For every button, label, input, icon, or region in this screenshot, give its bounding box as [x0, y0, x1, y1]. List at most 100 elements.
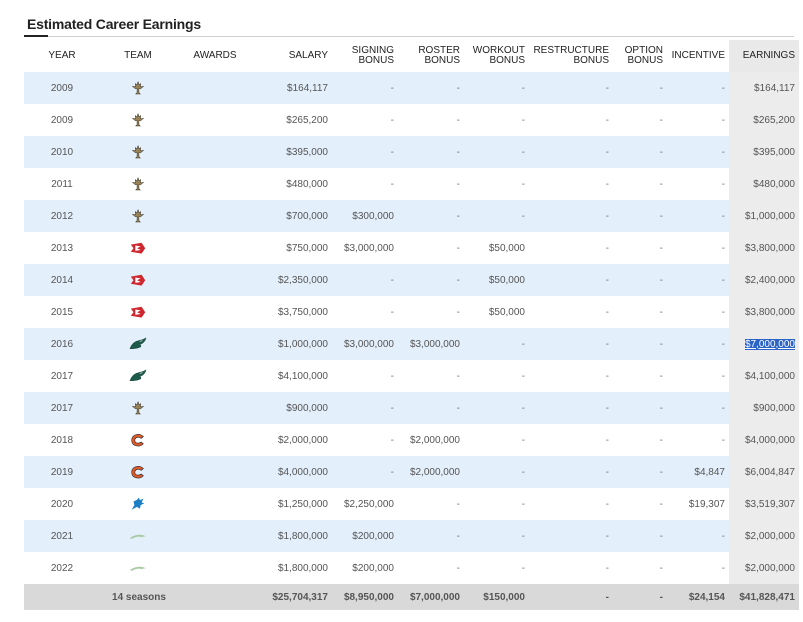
saints-logo-icon[interactable]: [129, 209, 147, 223]
cell-year: 2021: [24, 520, 100, 552]
bears-logo-icon[interactable]: [129, 433, 147, 447]
table-row: 2009 $164,117- - - - - - $164,117: [24, 72, 799, 104]
cell-workout: -: [464, 136, 529, 168]
cell-earnings: $3,800,000: [729, 296, 799, 328]
earnings-value: $3,800,000: [744, 242, 795, 254]
cell-option: -: [613, 264, 667, 296]
cell-awards: [176, 296, 254, 328]
cell-team: [100, 296, 176, 328]
col-header-label: RESTRUCTURE: [533, 45, 609, 56]
col-header-label: BONUS: [573, 55, 609, 66]
col-header-earnings[interactable]: EARNINGS: [729, 40, 799, 72]
lions-logo-icon[interactable]: [129, 497, 147, 511]
cell-restructure: -: [529, 552, 613, 584]
earnings-value: $6,004,847: [744, 466, 795, 478]
cell-earnings: $2,400,000: [729, 264, 799, 296]
cell-salary: $480,000: [254, 168, 332, 200]
cell-team: [100, 424, 176, 456]
cell-workout: -: [464, 200, 529, 232]
saints-logo-icon[interactable]: [129, 401, 147, 415]
cell-signing: -: [332, 168, 398, 200]
cell-workout: -: [464, 520, 529, 552]
cell-restructure: -: [529, 392, 613, 424]
cell-signing: $200,000: [332, 552, 398, 584]
col-header-roster-bonus[interactable]: ROSTER BONUS: [398, 40, 464, 72]
saints-logo-icon[interactable]: [129, 145, 147, 159]
col-header-year[interactable]: YEAR: [48, 50, 76, 61]
totals-option-bonus: -: [613, 584, 667, 610]
col-header-awards[interactable]: AWARDS: [193, 50, 237, 61]
chargers-logo-icon[interactable]: [129, 561, 147, 575]
table-row: 2021 $1,800,000 $200,000- - - - - $2,000,000: [24, 520, 799, 552]
cell-option: -: [613, 520, 667, 552]
col-header-signing-bonus[interactable]: SIGNING BONUS: [332, 40, 398, 72]
cell-earnings: $2,000,000: [729, 552, 799, 584]
cell-awards: [176, 328, 254, 360]
cell-roster: -: [398, 392, 464, 424]
cell-salary: $4,100,000: [254, 360, 332, 392]
col-header-label: SIGNING: [351, 45, 394, 56]
cell-restructure: -: [529, 72, 613, 104]
table-header-row: YEAR TEAM AWARDS SALARY SIGNING BONUS RO…: [24, 40, 799, 72]
col-header-team[interactable]: TEAM: [124, 50, 152, 61]
cell-incentive: -: [667, 232, 729, 264]
saints-logo-icon[interactable]: [129, 113, 147, 127]
cell-incentive: -: [667, 136, 729, 168]
cell-incentive: -: [667, 360, 729, 392]
saints-logo-icon[interactable]: [129, 81, 147, 95]
col-header-option-bonus[interactable]: OPTION BONUS: [613, 40, 667, 72]
earnings-value: $395,000: [753, 146, 795, 158]
cell-workout: -: [464, 72, 529, 104]
cell-earnings: $1,000,000: [729, 200, 799, 232]
bears-logo-icon[interactable]: [129, 465, 147, 479]
cell-team: [100, 104, 176, 136]
totals-row: 14 seasons $25,704,317 $8,950,000 $7,000…: [24, 584, 799, 610]
cell-workout: $50,000: [464, 232, 529, 264]
earnings-value: $4,000,000: [744, 434, 795, 446]
cell-year: 2020: [24, 488, 100, 520]
cell-option: -: [613, 488, 667, 520]
cell-awards: [176, 104, 254, 136]
cell-roster: -: [398, 200, 464, 232]
totals-restructure-bonus: -: [529, 584, 613, 610]
table-row: 2017 $4,100,000- - - - - - $4,100,000: [24, 360, 799, 392]
cell-restructure: -: [529, 520, 613, 552]
saints-logo-icon[interactable]: [129, 177, 147, 191]
title-accent-underline: [24, 35, 48, 37]
cell-year: 2010: [24, 136, 100, 168]
cell-roster: -: [398, 264, 464, 296]
col-header-workout-bonus[interactable]: WORKOUT BONUS: [464, 40, 529, 72]
eagles-logo-icon[interactable]: [129, 369, 147, 383]
chiefs-logo-icon[interactable]: [129, 241, 147, 255]
earnings-value: $4,100,000: [744, 370, 795, 382]
cell-team: [100, 456, 176, 488]
cell-year: 2009: [24, 72, 100, 104]
totals-roster-bonus: $7,000,000: [398, 584, 464, 610]
cell-earnings: $3,800,000: [729, 232, 799, 264]
cell-workout: $50,000: [464, 264, 529, 296]
cell-salary: $395,000: [254, 136, 332, 168]
cell-team: [100, 72, 176, 104]
col-header-salary[interactable]: SALARY: [288, 50, 328, 61]
cell-awards: [176, 72, 254, 104]
cell-option: -: [613, 296, 667, 328]
chargers-logo-icon[interactable]: [129, 529, 147, 543]
col-header-incentive[interactable]: INCENTIVE: [671, 50, 725, 61]
eagles-logo-icon[interactable]: [129, 337, 147, 351]
col-header-restructure-bonus[interactable]: RESTRUCTURE BONUS: [529, 40, 613, 72]
cell-salary: $1,800,000: [254, 552, 332, 584]
cell-year: 2017: [24, 392, 100, 424]
col-header-label: ROSTER: [418, 45, 460, 56]
cell-salary: $3,750,000: [254, 296, 332, 328]
table-row: 2016 $1,000,000 $3,000,000 $3,000,000- - - - $7…: [24, 328, 799, 360]
cell-incentive: -: [667, 104, 729, 136]
table-row: 2009 $265,200- - - - - - $265,200: [24, 104, 799, 136]
cell-workout: $50,000: [464, 296, 529, 328]
cell-awards: [176, 520, 254, 552]
table-row: 2019 $4,000,000- $2,000,000- - - $4,847 $6,004…: [24, 456, 799, 488]
earnings-value: $2,000,000: [744, 562, 795, 574]
cell-roster: -: [398, 232, 464, 264]
chiefs-logo-icon[interactable]: [129, 305, 147, 319]
chiefs-logo-icon[interactable]: [129, 273, 147, 287]
table-row: 2022 $1,800,000 $200,000- - - - - $2,000,000: [24, 552, 799, 584]
